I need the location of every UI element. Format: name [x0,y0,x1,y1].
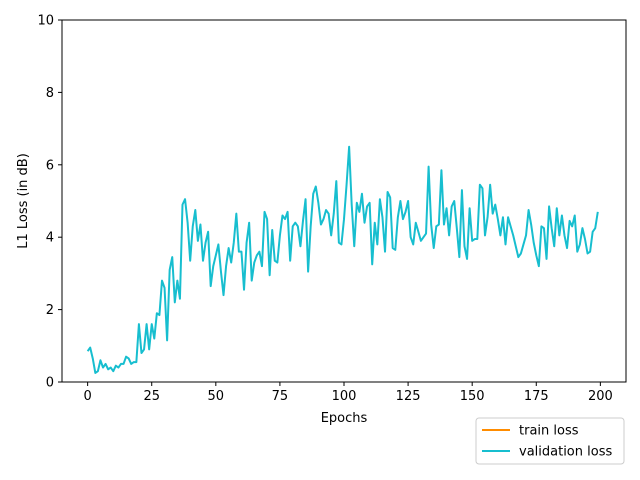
legend-label: train loss [519,424,579,439]
x-tick-label: 25 [143,389,160,404]
x-tick-label: 100 [332,389,357,404]
legend: train loss validation loss [475,417,625,465]
y-axis-title: L1 Loss (in dB) [16,153,31,249]
x-axis-title: Epochs [321,411,368,426]
x-tick-label: 75 [272,389,289,404]
x-tick-label: 0 [83,389,91,404]
x-tick-label: 150 [460,389,485,404]
y-tick-label: 4 [46,231,54,246]
axes: 0 25 50 75 100 125 150 175 200 0 2 4 6 8 10 [37,14,627,404]
y-tick-label: 6 [46,158,54,173]
series-lines [86,145,599,374]
y-tick-label: 10 [37,14,54,29]
y-tick-label: 0 [46,376,54,391]
x-tick-label: 200 [588,389,613,404]
legend-box [475,417,625,465]
x-tick-label: 50 [208,389,225,404]
x-tick-label: 175 [524,389,549,404]
series-line-1 [86,145,599,374]
x-tick-label: 125 [396,389,421,404]
y-tick-label: 8 [46,86,54,101]
y-tick-label: 2 [46,303,54,318]
legend-label: validation loss [519,445,612,460]
